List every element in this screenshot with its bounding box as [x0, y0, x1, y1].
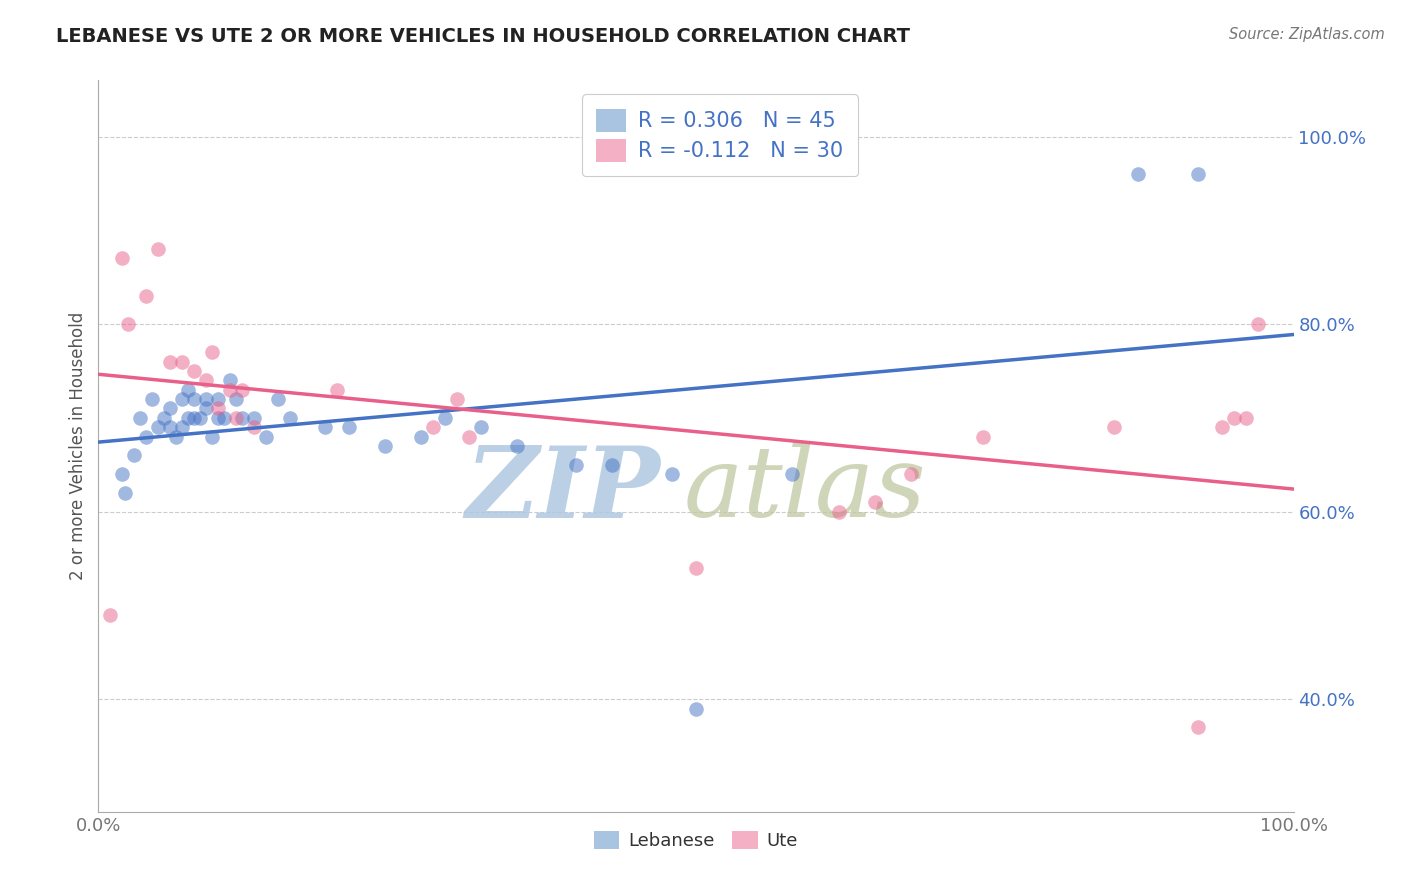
Text: LEBANESE VS UTE 2 OR MORE VEHICLES IN HOUSEHOLD CORRELATION CHART: LEBANESE VS UTE 2 OR MORE VEHICLES IN HO…	[56, 27, 910, 45]
Point	[201, 429, 224, 443]
Point	[148, 242, 170, 256]
Point	[231, 410, 253, 425]
Point	[195, 392, 218, 406]
Point	[159, 401, 181, 416]
Point	[114, 486, 136, 500]
Point	[685, 701, 707, 715]
Point	[153, 410, 176, 425]
Point	[446, 392, 468, 406]
Point	[177, 410, 200, 425]
Point	[1223, 410, 1246, 425]
Point	[219, 383, 242, 397]
Point	[780, 467, 803, 482]
Point	[828, 505, 851, 519]
Point	[195, 401, 218, 416]
Point	[1128, 167, 1150, 181]
Point	[458, 429, 481, 443]
Point	[148, 420, 170, 434]
Point	[470, 420, 492, 434]
Point	[900, 467, 922, 482]
Point	[422, 420, 444, 434]
Point	[188, 410, 211, 425]
Point	[141, 392, 163, 406]
Text: Source: ZipAtlas.com: Source: ZipAtlas.com	[1229, 27, 1385, 42]
Point	[212, 410, 235, 425]
Point	[219, 373, 242, 387]
Point	[411, 429, 433, 443]
Point	[183, 392, 205, 406]
Point	[1187, 720, 1209, 734]
Point	[159, 354, 181, 368]
Point	[1104, 420, 1126, 434]
Point	[117, 317, 139, 331]
Point	[267, 392, 290, 406]
Point	[254, 429, 277, 443]
Point	[172, 354, 194, 368]
Point	[225, 410, 247, 425]
Point	[165, 429, 187, 443]
Point	[172, 392, 194, 406]
Point	[506, 439, 529, 453]
Point	[183, 410, 205, 425]
Text: atlas: atlas	[685, 442, 927, 538]
Point	[111, 467, 134, 482]
Point	[1211, 420, 1233, 434]
Point	[207, 410, 229, 425]
Point	[207, 401, 229, 416]
Point	[207, 392, 229, 406]
Point	[374, 439, 396, 453]
Point	[661, 467, 683, 482]
Point	[129, 410, 152, 425]
Point	[231, 383, 253, 397]
Point	[111, 252, 134, 266]
Point	[172, 420, 194, 434]
Point	[1234, 410, 1257, 425]
Point	[339, 420, 361, 434]
Point	[565, 458, 588, 472]
Point	[135, 289, 157, 303]
Point	[98, 607, 122, 622]
Point	[135, 429, 157, 443]
Point	[159, 420, 181, 434]
Y-axis label: 2 or more Vehicles in Household: 2 or more Vehicles in Household	[69, 312, 87, 580]
Point	[124, 449, 146, 463]
Point	[243, 420, 266, 434]
Point	[195, 373, 218, 387]
Point	[602, 458, 624, 472]
Point	[315, 420, 337, 434]
Text: ZIP: ZIP	[465, 442, 661, 538]
Point	[243, 410, 266, 425]
Legend: Lebanese, Ute: Lebanese, Ute	[586, 823, 806, 857]
Point	[865, 495, 887, 509]
Point	[177, 383, 200, 397]
Point	[183, 364, 205, 378]
Point	[972, 429, 994, 443]
Point	[1247, 317, 1270, 331]
Point	[326, 383, 349, 397]
Point	[278, 410, 301, 425]
Point	[1187, 167, 1209, 181]
Point	[434, 410, 457, 425]
Point	[685, 561, 707, 575]
Point	[201, 345, 224, 359]
Point	[225, 392, 247, 406]
